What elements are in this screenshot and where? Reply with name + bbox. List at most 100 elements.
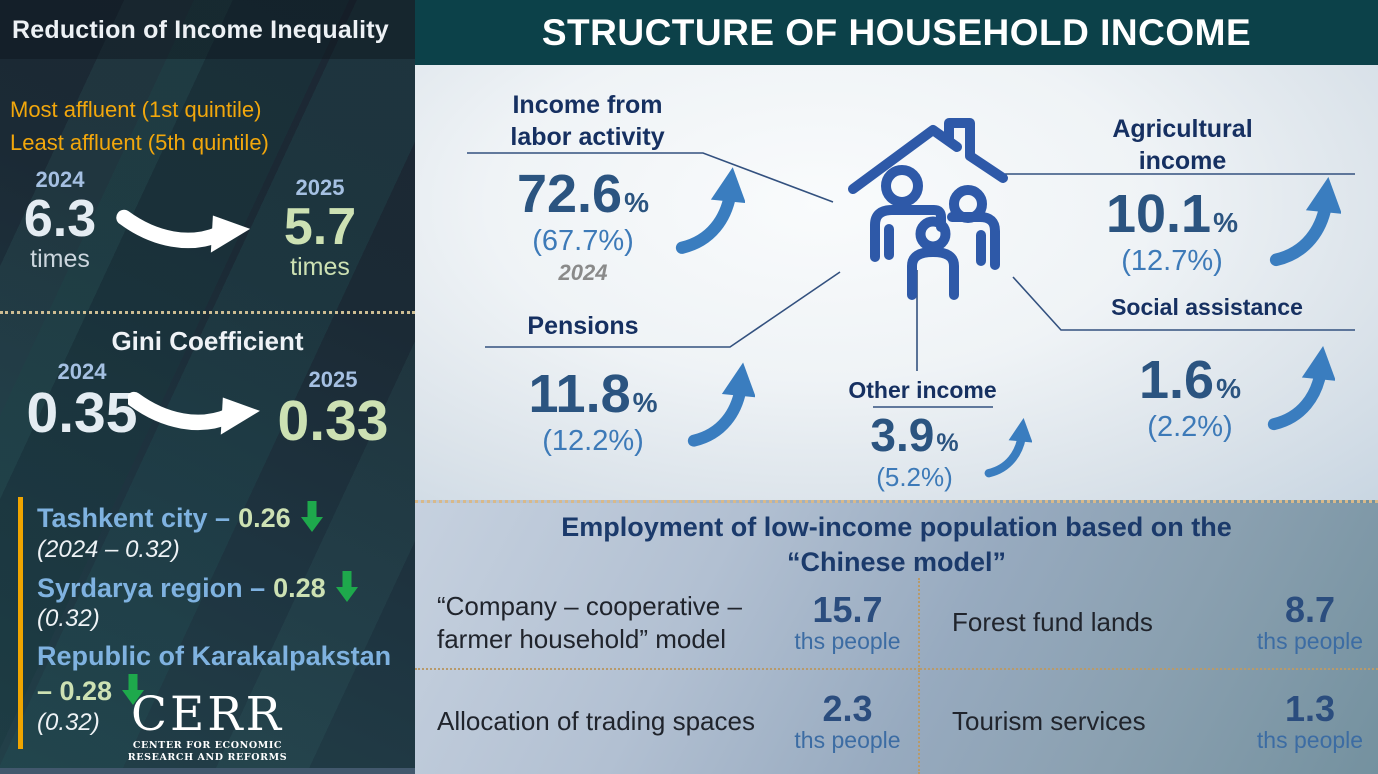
region-item-karakalpakstan: Republic of Karakalpakstan – 0.28 (0.32) <box>37 640 415 737</box>
employment-title: Employment of low-income population base… <box>561 512 1232 578</box>
curved-transition-arrow-icon <box>116 209 251 253</box>
main-title: STRUCTURE OF HOUSEHOLD INCOME <box>541 11 1252 53</box>
employment-unit: ths people <box>794 628 901 655</box>
category-title-labor: Income from labor activity <box>510 91 665 151</box>
year-label: 2025 <box>308 367 358 392</box>
category-title-agricultural: Agricultural income <box>1112 115 1253 175</box>
decrease-arrow-icon <box>300 501 323 532</box>
income-structure-chart: Income from labor activity 72.6% (67.7%)… <box>415 65 1378 500</box>
region-previous-value: (0.32) <box>37 605 100 633</box>
employment-unit: ths people <box>1256 727 1364 754</box>
cerr-logo: CERR CENTER FOR ECONOMIC RESEARCH AND RE… <box>128 691 287 764</box>
panel-title: Reduction of Income Inequality <box>0 0 415 59</box>
region-name: Syrdarya region – <box>37 572 266 603</box>
employment-label: Forest fund lands <box>952 607 1153 638</box>
employment-item-forest-fund: Forest fund lands 8.7 ths people <box>920 578 1378 670</box>
value: 11.8 <box>528 364 631 424</box>
dotted-divider <box>0 311 415 314</box>
category-value-social: 1.6% (2.2%) <box>1115 346 1335 444</box>
gini-2024: 2024 0.35 <box>6 359 158 442</box>
percent-sign: % <box>936 429 959 457</box>
main-title-bar: STRUCTURE OF HOUSEHOLD INCOME <box>415 0 1378 65</box>
employment-value: 2.3 <box>822 687 873 729</box>
gini-comparison: 2024 0.35 2025 0.33 <box>0 359 415 487</box>
employment-grid: “Company – cooperative – farmer househol… <box>415 578 1378 774</box>
unit-label: times <box>290 253 350 281</box>
decrease-arrow-icon <box>335 570 358 602</box>
increase-arrow-icon <box>984 418 1032 478</box>
category-value-labor: 72.6% (67.7%) 2024 <box>493 164 745 286</box>
region-name: Tashkent city – <box>37 503 231 533</box>
category-title-other: Other income <box>848 377 997 403</box>
gini-2025: 2025 0.33 <box>262 367 404 450</box>
gini-2024-value: 0.35 <box>26 381 138 445</box>
previous-value: (12.2%) <box>542 425 644 457</box>
quintile-2024: 2024 6.3 times <box>12 167 108 274</box>
year-label: 2025 <box>295 175 345 200</box>
category-title-pensions: Pensions <box>527 312 639 340</box>
quintile-ratio-2025-value: 5.7 <box>283 198 357 256</box>
previous-year: 2024 <box>558 260 608 285</box>
previous-value: (12.7%) <box>1121 245 1223 277</box>
previous-value: (2.2%) <box>1147 411 1233 443</box>
percent-sign: % <box>632 387 658 418</box>
percent-sign: % <box>1213 207 1238 238</box>
employment-item-company-model: “Company – cooperative – farmer househol… <box>415 578 920 670</box>
category-value-agricultural: 10.1% (12.7%) <box>1077 177 1341 278</box>
income-inequality-panel: Reduction of Income Inequality Most affl… <box>0 0 415 774</box>
region-previous-value: (2024 – 0.32) <box>37 535 180 563</box>
previous-value: (67.7%) <box>532 225 634 257</box>
quintile-2025: 2025 5.7 times <box>264 175 376 282</box>
employment-label: Tourism services <box>952 706 1146 737</box>
percent-sign: % <box>624 187 649 218</box>
gini-2025-value: 0.33 <box>277 389 389 453</box>
employment-value: 8.7 <box>1284 588 1336 630</box>
category-value-other: 3.9% (5.2%) <box>847 409 1032 493</box>
connector-lines <box>467 152 1355 408</box>
decrease-arrow-icon <box>122 673 145 705</box>
region-value: 0.26 <box>238 503 291 533</box>
year-label: 2024 <box>57 359 107 384</box>
year-label: 2024 <box>35 167 85 192</box>
region-gini-list: Tashkent city –0.26 (2024 – 0.32) Syrdar… <box>18 497 415 750</box>
value: 1.6 <box>1139 350 1215 410</box>
category-value-pensions: 11.8% (12.2%) <box>503 362 755 458</box>
previous-value: (5.2%) <box>876 462 953 492</box>
employment-item-trading-spaces: Allocation of trading spaces 2.3 ths peo… <box>415 670 920 774</box>
employment-item-tourism: Tourism services 1.3 ths people <box>920 670 1378 774</box>
increase-arrow-icon <box>675 167 745 254</box>
household-income-panel: STRUCTURE OF HOUSEHOLD INCOME <box>415 0 1378 774</box>
quintile-note: Most affluent (1st quintile) Least afflu… <box>10 93 415 159</box>
household-family-icon <box>848 118 1008 300</box>
bottom-strip <box>0 768 415 774</box>
value: 10.1 <box>1105 184 1212 244</box>
quintile-ratio-2024-value: 6.3 <box>23 190 97 248</box>
employment-unit: ths people <box>794 727 901 754</box>
region-item-tashkent: Tashkent city –0.26 (2024 – 0.32) <box>37 501 415 565</box>
region-value: 0.28 <box>273 572 326 603</box>
cerr-logo-text: CERR <box>130 687 285 743</box>
category-title-social: Social assistance <box>1111 294 1303 320</box>
value: 3.9 <box>870 409 935 461</box>
region-value: – 0.28 <box>37 675 113 706</box>
quintile-note-line2: Least affluent (5th quintile) <box>10 130 269 155</box>
curved-transition-arrow-icon <box>128 391 260 435</box>
value: 72.6 <box>516 164 623 224</box>
employment-value: 1.3 <box>1284 687 1336 729</box>
percent-sign: % <box>1216 373 1241 404</box>
quintile-ratio-comparison: 2024 6.3 times 2025 5.7 times <box>0 163 415 303</box>
increase-arrow-icon <box>1267 346 1335 431</box>
employment-section: Employment of low-income population base… <box>415 500 1378 774</box>
employment-unit: ths people <box>1256 628 1364 655</box>
increase-arrow-icon <box>1269 177 1341 267</box>
quintile-note-line1: Most affluent (1st quintile) <box>10 97 262 122</box>
employment-value: 15.7 <box>812 588 883 630</box>
employment-label: Allocation of trading spaces <box>437 706 755 737</box>
gini-title: Gini Coefficient <box>111 326 304 356</box>
region-name: Republic of Karakalpakstan <box>37 641 392 672</box>
region-previous-value: (0.32) <box>37 708 100 736</box>
region-item-syrdarya: Syrdarya region –0.28 (0.32) <box>37 570 415 635</box>
cerr-logo-subtitle: CENTER FOR ECONOMIC RESEARCH AND REFORMS <box>127 740 288 764</box>
increase-arrow-icon <box>687 362 755 447</box>
